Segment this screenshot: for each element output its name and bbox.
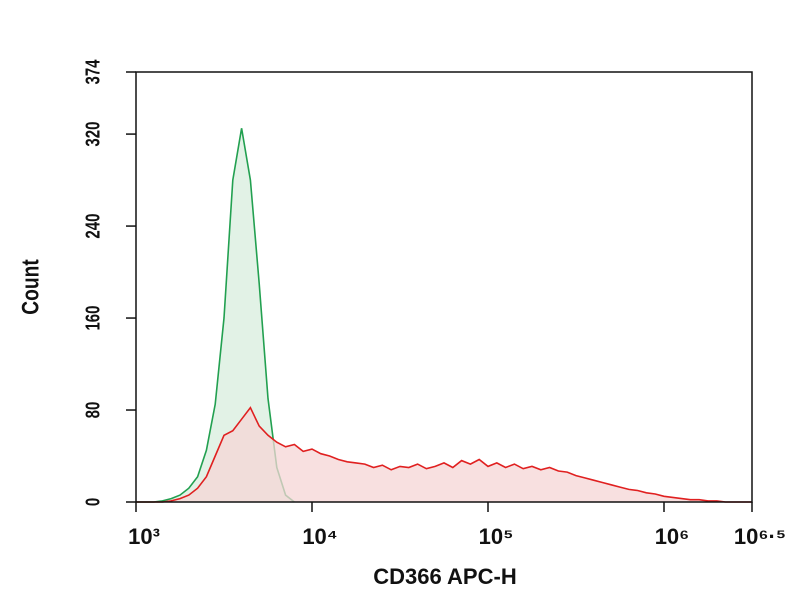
line <box>136 406 752 503</box>
y-axis-label: Count <box>16 259 44 314</box>
x-axis-label: CD366 APC-H <box>373 564 516 589</box>
area <box>136 407 752 502</box>
y-tick-label: 0 <box>81 498 104 506</box>
y-tick-label: 160 <box>81 305 104 330</box>
line <box>136 128 295 503</box>
y-tick-label: 320 <box>81 121 104 146</box>
y-tick-label: 80 <box>81 402 104 419</box>
y-tick-label: 240 <box>81 213 104 238</box>
x-tick-label: 10³ <box>128 524 160 549</box>
area <box>136 128 295 503</box>
x-tick-label: 10⁵ <box>479 524 514 549</box>
x-tick-label: 10⁶·⁵ <box>734 524 786 549</box>
y-tick-label: 374 <box>81 59 104 84</box>
x-tick-label: 10⁴ <box>302 524 337 549</box>
plot-frame <box>135 71 753 503</box>
x-tick-label: 10⁶ <box>655 524 690 549</box>
